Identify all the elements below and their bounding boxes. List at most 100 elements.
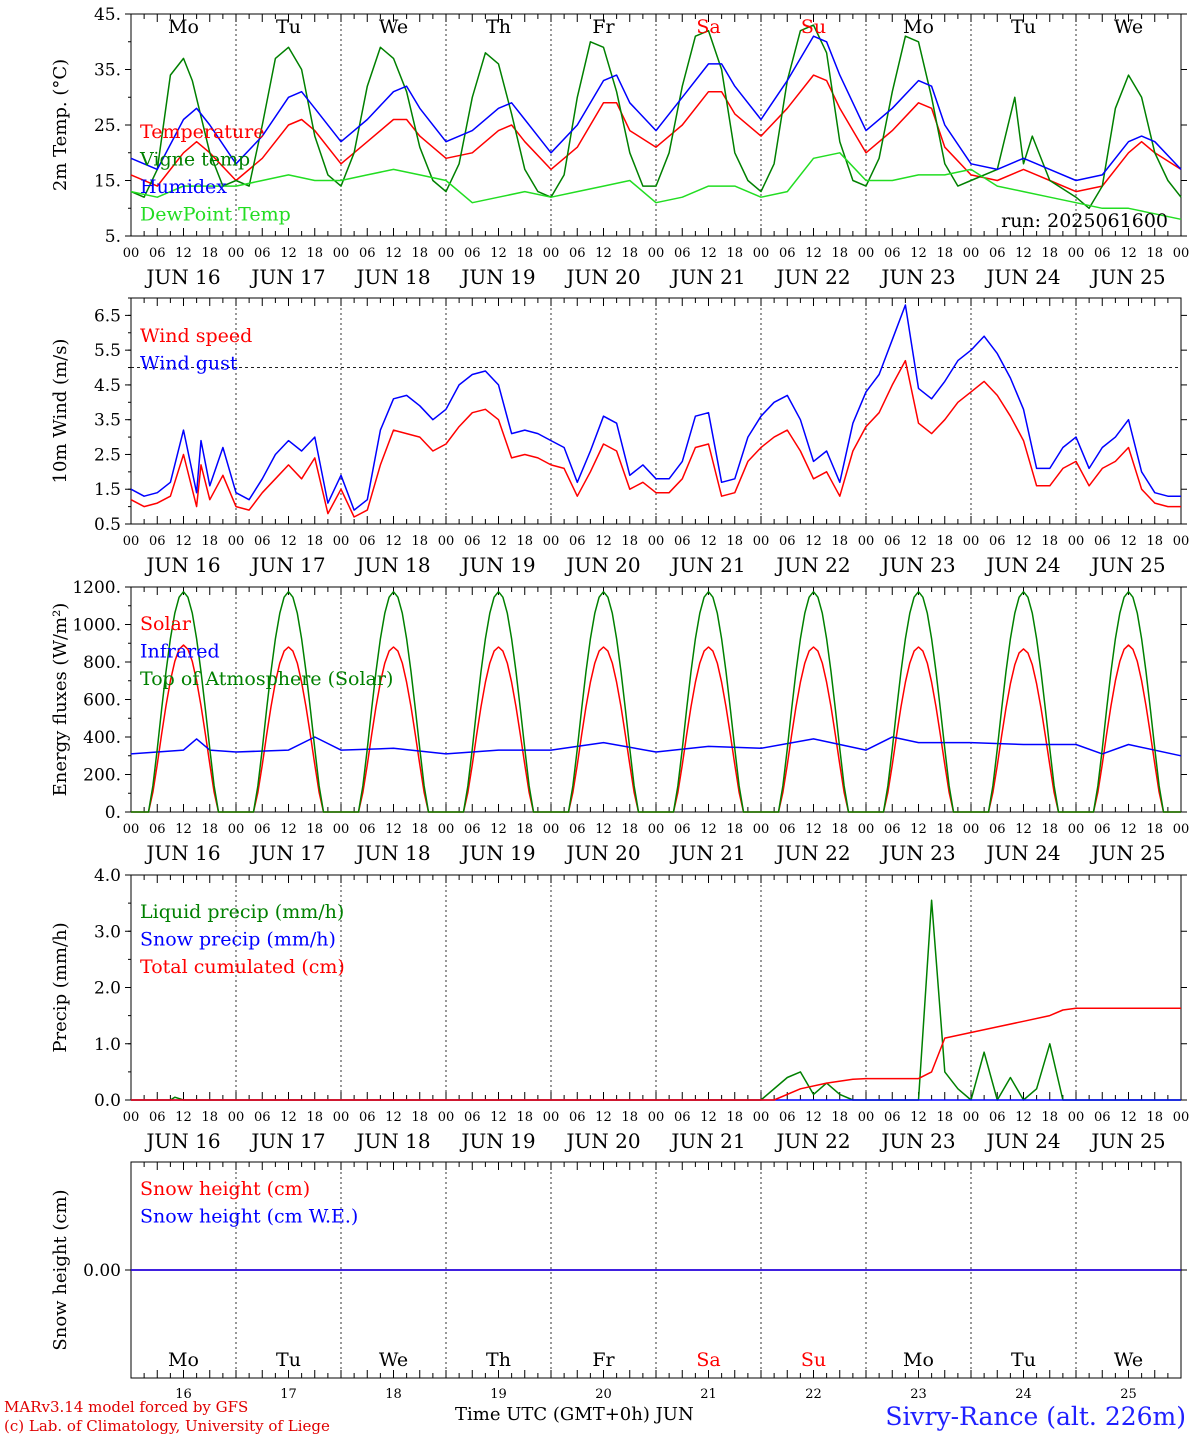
hour-tick-label: 18	[411, 534, 428, 549]
y-tick-label: 1.5	[94, 480, 121, 500]
panel-2: 0.5 1.5 2.5 3.5 4.5 5.5 6.5 10m Wind (m/s) Wind …	[50, 297, 1189, 577]
panel-3: 0. 200. 400. 600. 800. 1000. 1200.Energy fluxe…	[50, 578, 1189, 865]
day-name: Mo	[903, 16, 934, 38]
hour-tick-label: 00	[438, 1110, 455, 1125]
lab-credit: (c) Lab. of Climatology, University of L…	[4, 1417, 330, 1435]
hour-tick-label: 00	[858, 1110, 875, 1125]
hour-tick-label: 12	[175, 534, 192, 549]
y-tick-label: 35.	[94, 61, 121, 81]
hour-tick-label: 12	[175, 246, 192, 261]
hour-tick-label: 06	[884, 822, 901, 837]
legend-entry: Top of Atmosphere (Solar)	[140, 668, 393, 690]
legend-entry: Infrared	[140, 641, 220, 663]
day-number: 21	[700, 1387, 717, 1402]
hour-tick-label: 18	[936, 534, 953, 549]
date-label: JUN 17	[249, 553, 325, 577]
hour-tick-label: 18	[201, 822, 218, 837]
hour-tick-label: 18	[621, 1110, 638, 1125]
day-number: 19	[490, 1387, 507, 1402]
date-label: JUN 21	[669, 553, 745, 577]
hour-tick-label: 12	[385, 246, 402, 261]
series-line-total-cumulated-cm	[131, 1007, 1181, 1101]
hour-tick-label: 00	[858, 534, 875, 549]
hour-tick-label: 18	[726, 534, 743, 549]
date-label: JUN 23	[879, 1129, 955, 1153]
date-label: JUN 19	[459, 265, 535, 289]
date-label: JUN 23	[879, 553, 955, 577]
hour-tick-label: 18	[306, 534, 323, 549]
hour-tick-label: 12	[280, 1110, 297, 1125]
date-label: JUN 18	[354, 1129, 430, 1153]
y-tick-label: 0.00	[83, 1261, 121, 1281]
hour-tick-label: 12	[595, 1110, 612, 1125]
legend-entry: Snow precip (mm/h)	[140, 929, 336, 951]
hour-tick-label: 12	[700, 534, 717, 549]
day-name: Fr	[592, 1349, 615, 1371]
hour-tick-label: 18	[411, 822, 428, 837]
y-tick-label: 2.0	[94, 979, 121, 999]
hour-tick-label: 00	[438, 246, 455, 261]
y-tick-label: 6.5	[94, 306, 121, 326]
hour-tick-label: 12	[805, 246, 822, 261]
day-number: 16	[175, 1387, 192, 1402]
hour-tick-label: 18	[516, 822, 533, 837]
hour-tick-label: 06	[884, 534, 901, 549]
hour-tick-label: 06	[254, 534, 271, 549]
hour-tick-label: 00	[543, 534, 560, 549]
hour-tick-label: 06	[674, 246, 691, 261]
hour-tick-label: 00	[1173, 822, 1190, 837]
date-label: JUN 24	[984, 553, 1060, 577]
date-label: JUN 24	[984, 265, 1060, 289]
hour-tick-label: 00	[333, 534, 350, 549]
hour-tick-label: 18	[1146, 822, 1163, 837]
date-label: JUN 25	[1089, 1129, 1165, 1153]
footer-credits: MARv3.14 model forced by GFS (c) Lab. of…	[4, 1398, 330, 1436]
hour-tick-label: 06	[779, 534, 796, 549]
hour-tick-label: 06	[1094, 822, 1111, 837]
hour-tick-label: 06	[884, 246, 901, 261]
hour-tick-label: 18	[936, 1110, 953, 1125]
date-label: JUN 17	[249, 1129, 325, 1153]
day-name: Su	[801, 1349, 826, 1371]
date-label: JUN 18	[354, 265, 430, 289]
hour-tick-label: 00	[648, 1110, 665, 1125]
hour-tick-label: 06	[464, 246, 481, 261]
hour-tick-label: 00	[858, 822, 875, 837]
hour-tick-label: 18	[411, 246, 428, 261]
hour-tick-label: 00	[123, 534, 140, 549]
date-label: JUN 25	[1089, 841, 1165, 865]
hour-tick-label: 00	[963, 822, 980, 837]
hour-tick-label: 00	[228, 1110, 245, 1125]
y-tick-label: 200.	[83, 766, 121, 786]
y-tick-label: 1000.	[72, 616, 121, 636]
series-line-dewpoint-temp	[130, 152, 1182, 221]
hour-tick-label: 12	[385, 534, 402, 549]
hour-tick-label: 18	[1041, 822, 1058, 837]
legend-entry: Snow height (cm W.E.)	[140, 1206, 358, 1228]
date-label: JUN 20	[564, 841, 640, 865]
panel-1: 5. 15. 25. 35. 45. 2m Temp. (°C) Temperature Vi…	[50, 5, 1189, 289]
hour-tick-label: 12	[910, 1110, 927, 1125]
date-label: JUN 16	[144, 1129, 220, 1153]
hour-tick-label: 12	[490, 246, 507, 261]
hour-tick-label: 12	[1015, 534, 1032, 549]
day-number: 24	[1015, 1387, 1032, 1402]
hour-tick-label: 12	[385, 822, 402, 837]
hour-tick-label: 18	[1041, 246, 1058, 261]
date-label: JUN 21	[669, 265, 745, 289]
legend-entry: Total cumulated (cm)	[140, 956, 345, 978]
date-label: JUN 19	[459, 841, 535, 865]
date-label: JUN 19	[459, 1129, 535, 1153]
legend-entry: Vigne temp	[139, 149, 250, 171]
hour-tick-label: 00	[333, 1110, 350, 1125]
y-tick-label: 2.5	[94, 445, 121, 465]
date-label: JUN 20	[564, 265, 640, 289]
hour-tick-label: 12	[595, 246, 612, 261]
hour-tick-label: 12	[280, 534, 297, 549]
hour-tick-label: 12	[1120, 246, 1137, 261]
hour-tick-label: 00	[753, 246, 770, 261]
hour-tick-label: 06	[254, 1110, 271, 1125]
hour-tick-label: 18	[1146, 246, 1163, 261]
day-name: Tu	[276, 1349, 301, 1371]
